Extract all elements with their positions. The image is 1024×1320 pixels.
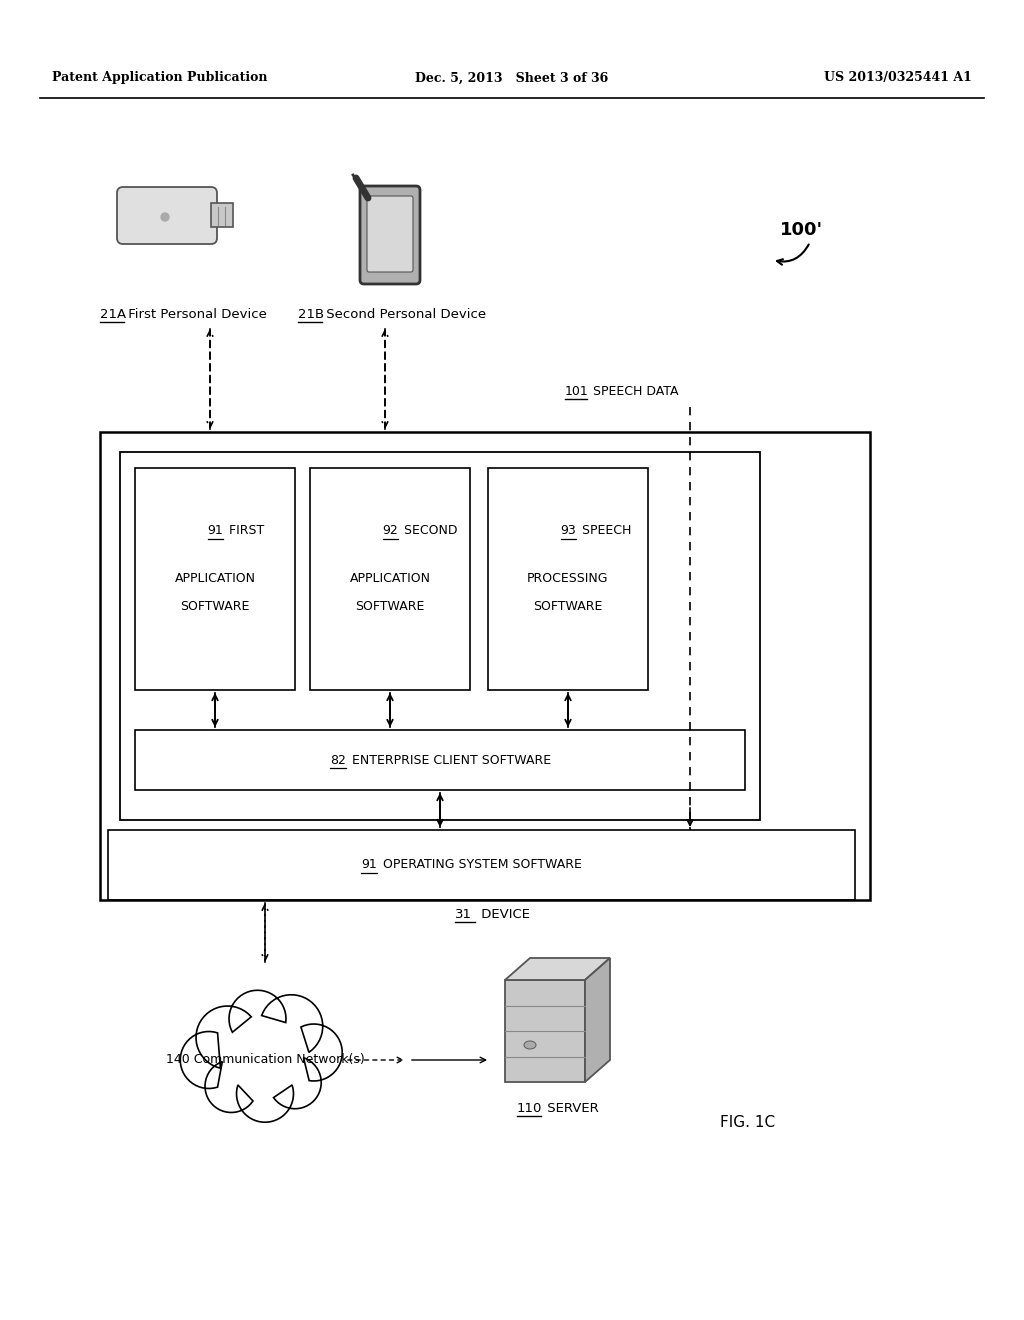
Circle shape [268,1056,322,1109]
Circle shape [237,1065,294,1122]
Text: ENTERPRISE CLIENT SOFTWARE: ENTERPRISE CLIENT SOFTWARE [348,754,551,767]
Text: APPLICATION: APPLICATION [349,573,430,586]
Text: SECOND: SECOND [400,524,458,537]
Text: US 2013/0325441 A1: US 2013/0325441 A1 [824,71,972,84]
Bar [505,979,585,1082]
Bar [108,830,855,900]
Circle shape [180,1031,238,1089]
Text: APPLICATION: APPLICATION [174,573,256,586]
Text: SERVER: SERVER [543,1102,599,1115]
Circle shape [286,1024,342,1081]
Text: Dec. 5, 2013   Sheet 3 of 36: Dec. 5, 2013 Sheet 3 of 36 [416,71,608,84]
Bar [310,469,470,690]
Text: Patent Application Publication: Patent Application Publication [52,71,267,84]
Circle shape [229,990,286,1047]
Text: SOFTWARE: SOFTWARE [180,601,250,614]
Polygon shape [585,958,610,1082]
Text: FIRST: FIRST [225,524,264,537]
Circle shape [260,995,323,1057]
Text: 31: 31 [455,908,472,921]
FancyBboxPatch shape [117,187,217,244]
Polygon shape [505,958,610,979]
Bar [488,469,648,690]
Text: SPEECH: SPEECH [579,524,632,537]
Ellipse shape [524,1041,536,1049]
Text: 93: 93 [560,524,575,537]
Polygon shape [180,990,342,1122]
Text: 91: 91 [361,858,377,871]
Bar [135,469,295,690]
Circle shape [196,1006,259,1069]
Text: 100': 100' [780,220,823,239]
Text: SPEECH DATA: SPEECH DATA [589,385,679,399]
Text: 82: 82 [330,754,346,767]
Text: 101: 101 [565,385,589,399]
Text: 21A: 21A [100,308,126,321]
Bar [211,203,233,227]
Text: 92: 92 [382,524,398,537]
Ellipse shape [190,1015,340,1105]
Text: 91: 91 [207,524,223,537]
Bar [135,730,745,789]
Bar [100,432,870,900]
Text: DEVICE: DEVICE [477,908,530,921]
Circle shape [205,1060,257,1113]
Text: PROCESSING: PROCESSING [527,573,608,586]
FancyBboxPatch shape [360,186,420,284]
Circle shape [161,213,169,220]
Bar [120,451,760,820]
Text: 110: 110 [517,1102,543,1115]
Text: 21B: 21B [298,308,325,321]
FancyBboxPatch shape [367,195,413,272]
Text: SOFTWARE: SOFTWARE [534,601,603,614]
Text: SOFTWARE: SOFTWARE [355,601,425,614]
Text: FIG. 1C: FIG. 1C [720,1115,775,1130]
Text: 140 Communication Network(s): 140 Communication Network(s) [166,1053,365,1067]
Text: First Personal Device: First Personal Device [124,308,267,321]
Text: Second Personal Device: Second Personal Device [322,308,486,321]
Text: OPERATING SYSTEM SOFTWARE: OPERATING SYSTEM SOFTWARE [379,858,582,871]
